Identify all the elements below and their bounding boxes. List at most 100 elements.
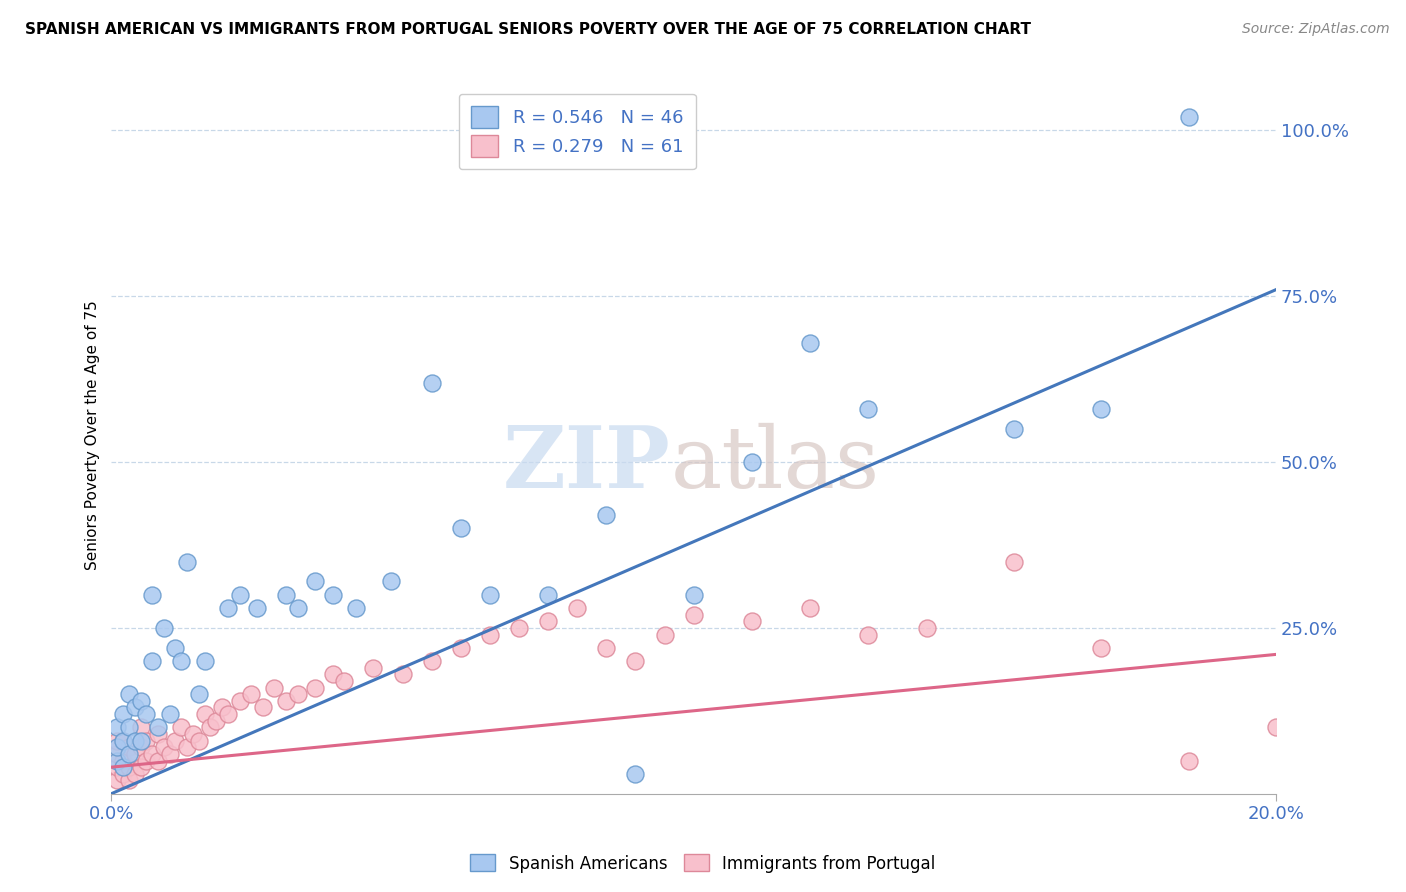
Point (228, 694, 250, 708)
Point (124, 766, 146, 780)
Point (478, 588, 501, 602)
Point (304, 681, 326, 695)
Point (112, 733, 135, 747)
Point (287, 687, 309, 701)
Y-axis label: Seniors Poverty Over the Age of 75: Seniors Poverty Over the Age of 75 (86, 301, 100, 570)
Point (363, 661, 385, 675)
Point (1002, 555, 1025, 569)
Point (135, 754, 157, 768)
Point (105, 720, 128, 734)
Point (654, 627, 676, 641)
Point (274, 588, 297, 602)
Point (287, 601, 309, 615)
Point (129, 760, 152, 774)
Point (624, 654, 647, 668)
Point (118, 747, 141, 761)
Point (118, 760, 141, 774)
Point (240, 687, 263, 701)
Point (1265, 720, 1288, 734)
Point (105, 760, 128, 774)
Point (205, 714, 228, 728)
Point (799, 335, 821, 350)
Point (682, 607, 704, 622)
Point (146, 754, 169, 768)
Point (112, 754, 135, 768)
Point (118, 720, 141, 734)
Point (105, 773, 128, 788)
Point (170, 654, 193, 668)
Point (508, 621, 530, 635)
Point (322, 667, 344, 681)
Point (105, 740, 128, 755)
Point (118, 740, 141, 755)
Point (858, 402, 880, 417)
Point (170, 720, 193, 734)
Point (153, 740, 176, 755)
Point (217, 601, 239, 615)
Point (391, 667, 413, 681)
Point (105, 733, 128, 747)
Point (478, 627, 501, 641)
Point (105, 754, 128, 768)
Point (246, 601, 269, 615)
Point (741, 455, 763, 469)
Point (194, 654, 217, 668)
Point (181, 727, 204, 741)
Point (135, 733, 157, 747)
Point (124, 700, 146, 714)
Legend: Spanish Americans, Immigrants from Portugal: Spanish Americans, Immigrants from Portu… (464, 847, 942, 880)
Point (194, 707, 217, 722)
Point (159, 747, 181, 761)
Point (420, 654, 443, 668)
Point (187, 733, 209, 747)
Point (200, 720, 222, 734)
Point (112, 766, 135, 780)
Point (682, 588, 704, 602)
Point (146, 720, 169, 734)
Point (228, 588, 250, 602)
Point (252, 700, 274, 714)
Text: atlas: atlas (671, 423, 880, 506)
Point (129, 740, 152, 755)
Point (1002, 422, 1025, 436)
Point (420, 376, 443, 390)
Text: ZIP: ZIP (502, 422, 671, 506)
Point (176, 555, 198, 569)
Point (112, 733, 135, 747)
Point (304, 574, 326, 589)
Legend: R = 0.546   N = 46, R = 0.279   N = 61: R = 0.546 N = 46, R = 0.279 N = 61 (458, 94, 696, 169)
Point (322, 588, 344, 602)
Point (176, 740, 198, 755)
Point (141, 654, 163, 668)
Point (537, 614, 560, 628)
Point (124, 747, 146, 761)
Point (118, 687, 141, 701)
Point (624, 766, 647, 780)
Point (1177, 754, 1199, 768)
Point (595, 508, 617, 523)
Point (595, 640, 617, 655)
Point (146, 727, 169, 741)
Point (1090, 640, 1112, 655)
Point (799, 601, 821, 615)
Point (135, 707, 157, 722)
Point (263, 681, 285, 695)
Point (105, 747, 128, 761)
Point (217, 707, 239, 722)
Point (858, 627, 880, 641)
Point (537, 588, 560, 602)
Point (380, 574, 402, 589)
Point (118, 773, 141, 788)
Point (1177, 110, 1199, 124)
Point (112, 760, 135, 774)
Point (141, 588, 163, 602)
Point (165, 733, 187, 747)
Point (344, 601, 367, 615)
Point (112, 707, 135, 722)
Point (129, 733, 152, 747)
Point (187, 687, 209, 701)
Point (915, 621, 938, 635)
Point (211, 700, 233, 714)
Text: SPANISH AMERICAN VS IMMIGRANTS FROM PORTUGAL SENIORS POVERTY OVER THE AGE OF 75 : SPANISH AMERICAN VS IMMIGRANTS FROM PORT… (25, 22, 1032, 37)
Point (1090, 402, 1112, 417)
